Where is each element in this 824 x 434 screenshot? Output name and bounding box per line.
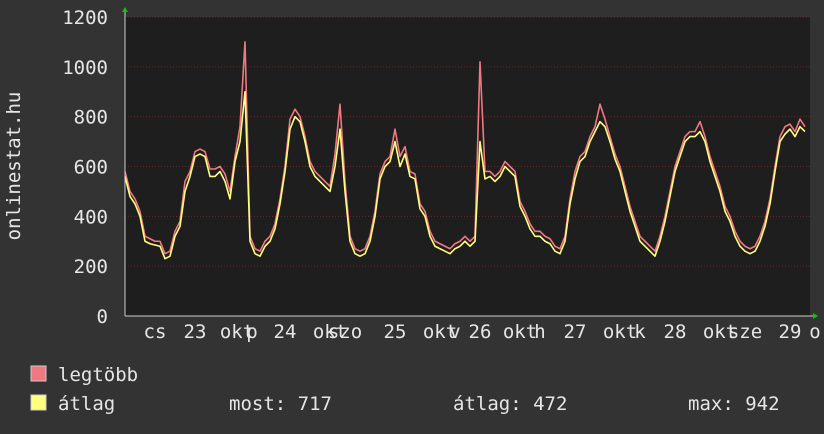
- x-tick-label: 28: [664, 321, 687, 343]
- y-tick-label: 800: [74, 107, 108, 129]
- y-tick-label: 400: [74, 206, 108, 228]
- x-tick-label: okt: [703, 321, 737, 343]
- x-tick-label: 24: [274, 321, 297, 343]
- x-tick-label: 29: [779, 321, 802, 343]
- legend-swatch: [30, 394, 47, 411]
- x-tick-label: p: [246, 321, 257, 343]
- x-tick-label: sze: [728, 321, 762, 343]
- x-tick-label: h: [534, 321, 545, 343]
- x-tick-label: 25: [384, 321, 407, 343]
- x-tick-label: o: [809, 321, 820, 343]
- x-tick-label: 26: [469, 321, 492, 343]
- series-line: [124, 90, 806, 260]
- x-tick-label: okt: [313, 321, 347, 343]
- x-tick-label: v: [449, 321, 460, 343]
- series-line: [124, 41, 806, 255]
- x-tick-label: szo: [328, 321, 362, 343]
- y-axis-arrow: [122, 7, 128, 12]
- x-tick-label: 27: [564, 321, 587, 343]
- legend: legtöbb átlag most: 717 átlag: 472 max: …: [30, 364, 780, 415]
- legend-label: átlag: [58, 393, 115, 415]
- x-tick-label: okt: [603, 321, 637, 343]
- y-axis-label: onlinestat.hu: [3, 92, 25, 241]
- y-tick-label: 1000: [62, 57, 108, 79]
- y-tick-label: 1200: [62, 7, 108, 29]
- x-tick-label: k: [634, 321, 646, 343]
- stat-max: max: 942: [688, 393, 780, 415]
- legend-label: legtöbb: [58, 364, 138, 386]
- stat-current: most: 717: [229, 393, 332, 415]
- x-tick-label: 23: [184, 321, 207, 343]
- x-tick-label: okt: [423, 321, 457, 343]
- legend-swatch: [30, 365, 47, 382]
- y-tick-label: 0: [97, 306, 108, 328]
- y-tick-label: 600: [74, 157, 108, 179]
- y-tick-label: 200: [74, 256, 108, 278]
- stat-average: átlag: 472: [453, 393, 567, 415]
- x-axis-arrow: [813, 313, 818, 319]
- x-tick-label: okt: [220, 321, 254, 343]
- x-tick-label: cs: [144, 321, 167, 343]
- x-tick-label: okt: [503, 321, 537, 343]
